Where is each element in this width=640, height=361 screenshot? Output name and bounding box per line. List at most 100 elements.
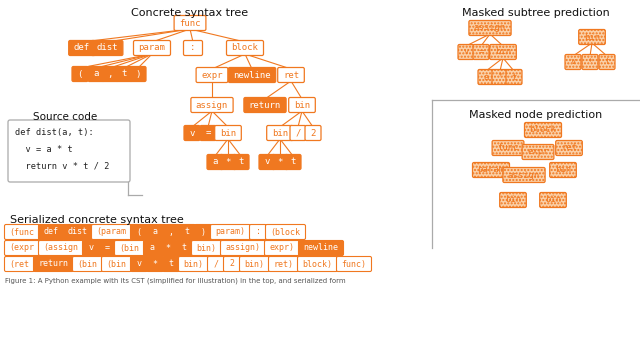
Text: /: /: [295, 129, 301, 138]
FancyBboxPatch shape: [478, 70, 494, 84]
Text: a: a: [212, 157, 218, 166]
Text: *: *: [152, 260, 157, 269]
FancyBboxPatch shape: [115, 240, 145, 256]
FancyBboxPatch shape: [184, 126, 200, 140]
FancyBboxPatch shape: [266, 225, 305, 239]
FancyBboxPatch shape: [72, 257, 102, 271]
FancyBboxPatch shape: [207, 155, 223, 170]
FancyBboxPatch shape: [88, 66, 104, 82]
FancyBboxPatch shape: [259, 155, 275, 170]
Text: (bin: (bin: [106, 260, 127, 269]
Text: return v * t / 2: return v * t / 2: [15, 161, 109, 170]
Text: t: t: [291, 157, 296, 166]
Text: a: a: [483, 73, 489, 82]
Text: :: :: [190, 43, 196, 52]
FancyBboxPatch shape: [4, 257, 35, 271]
Text: t: t: [511, 73, 516, 82]
FancyBboxPatch shape: [582, 55, 598, 70]
Text: v: v: [189, 129, 195, 138]
Text: 2: 2: [310, 129, 316, 138]
Text: (: (: [136, 227, 141, 236]
FancyBboxPatch shape: [290, 126, 306, 140]
Text: (func: (func: [10, 227, 35, 236]
FancyBboxPatch shape: [63, 225, 93, 239]
Text: Source code: Source code: [33, 112, 97, 122]
FancyBboxPatch shape: [147, 225, 163, 239]
Text: bin): bin): [184, 260, 204, 269]
FancyBboxPatch shape: [4, 240, 40, 256]
Text: *: *: [588, 57, 593, 66]
FancyBboxPatch shape: [458, 44, 474, 60]
FancyBboxPatch shape: [179, 257, 209, 271]
Text: (assign: (assign: [44, 244, 79, 252]
FancyBboxPatch shape: [550, 162, 576, 178]
FancyBboxPatch shape: [264, 240, 300, 256]
Text: *: *: [497, 73, 502, 82]
Text: bin: bin: [294, 100, 310, 109]
FancyBboxPatch shape: [272, 155, 288, 170]
FancyBboxPatch shape: [473, 44, 489, 60]
FancyBboxPatch shape: [191, 240, 221, 256]
FancyBboxPatch shape: [102, 66, 118, 82]
FancyBboxPatch shape: [305, 126, 321, 140]
Text: bin: bin: [505, 196, 521, 204]
FancyBboxPatch shape: [116, 66, 132, 82]
Text: *: *: [225, 157, 230, 166]
FancyBboxPatch shape: [159, 240, 177, 256]
FancyBboxPatch shape: [506, 70, 522, 84]
FancyBboxPatch shape: [337, 257, 371, 271]
FancyBboxPatch shape: [131, 225, 147, 239]
Text: dist: dist: [67, 227, 88, 236]
FancyBboxPatch shape: [175, 240, 193, 256]
Text: bin): bin): [196, 244, 216, 252]
Text: def: def: [74, 43, 90, 52]
FancyBboxPatch shape: [200, 126, 216, 140]
FancyBboxPatch shape: [244, 97, 286, 113]
Text: v: v: [88, 244, 93, 252]
Text: =: =: [205, 129, 211, 138]
Text: bin: bin: [495, 48, 511, 57]
FancyBboxPatch shape: [267, 126, 293, 140]
Text: bin: bin: [220, 129, 236, 138]
FancyBboxPatch shape: [147, 257, 163, 271]
Text: ): ): [135, 70, 141, 78]
Text: func: func: [179, 18, 201, 27]
FancyBboxPatch shape: [195, 225, 211, 239]
Text: (block: (block: [271, 227, 301, 236]
Text: t: t: [182, 244, 186, 252]
FancyBboxPatch shape: [298, 257, 337, 271]
Text: a: a: [150, 244, 154, 252]
Text: bin: bin: [545, 196, 561, 204]
Text: expr): expr): [269, 244, 294, 252]
Text: def: def: [44, 227, 58, 236]
FancyBboxPatch shape: [143, 240, 161, 256]
FancyBboxPatch shape: [565, 55, 581, 70]
Text: block): block): [303, 260, 333, 269]
FancyBboxPatch shape: [38, 240, 83, 256]
Text: =: =: [478, 48, 484, 57]
Text: /: /: [214, 260, 218, 269]
FancyBboxPatch shape: [174, 16, 206, 30]
FancyBboxPatch shape: [179, 225, 195, 239]
Text: bin: bin: [584, 32, 600, 42]
Text: ,: ,: [108, 70, 113, 78]
FancyBboxPatch shape: [214, 126, 241, 140]
Text: block: block: [232, 43, 259, 52]
Text: a: a: [93, 70, 99, 78]
FancyBboxPatch shape: [298, 240, 344, 256]
FancyBboxPatch shape: [33, 257, 74, 271]
FancyBboxPatch shape: [83, 240, 99, 256]
Text: dist: dist: [96, 43, 118, 52]
Text: t: t: [238, 157, 244, 166]
FancyBboxPatch shape: [91, 40, 123, 56]
Text: ret: ret: [561, 144, 577, 152]
FancyBboxPatch shape: [525, 122, 561, 138]
Text: assign: assign: [196, 100, 228, 109]
FancyBboxPatch shape: [556, 140, 582, 156]
Text: (ret: (ret: [10, 260, 29, 269]
FancyBboxPatch shape: [492, 70, 508, 84]
Text: assign): assign): [225, 244, 260, 252]
Text: bin): bin): [244, 260, 264, 269]
FancyBboxPatch shape: [490, 44, 516, 60]
FancyBboxPatch shape: [227, 40, 264, 56]
